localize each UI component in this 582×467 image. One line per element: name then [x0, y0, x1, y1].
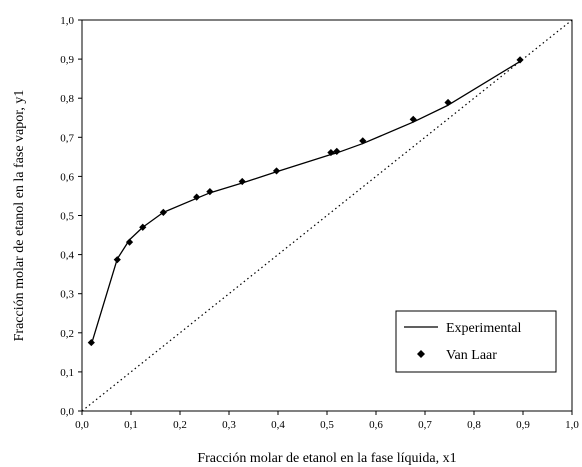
- y-tick-label: 0,2: [60, 328, 74, 340]
- van-laar-point: [206, 188, 214, 196]
- van-laar-point: [139, 223, 147, 231]
- x-tick-label: 0,7: [418, 419, 432, 431]
- y-axis-title: Fracción molar de etanol en la fase vapo…: [12, 90, 27, 342]
- x-tick-label: 0,4: [271, 419, 285, 431]
- y-tick-label: 1,0: [60, 15, 74, 27]
- van-laar-point: [327, 148, 335, 157]
- x-tick-label: 0,1: [124, 419, 138, 431]
- legend-vanlaar-label: Van Laar: [446, 348, 497, 363]
- x-tick-label: 0,3: [222, 419, 236, 431]
- van-laar-point: [193, 193, 201, 201]
- x-tick-label: 0,0: [75, 419, 89, 431]
- series-group: [81, 19, 573, 412]
- experimental-line: [90, 60, 521, 345]
- legend-experimental-label: Experimental: [446, 321, 522, 336]
- diagonal-reference-line: [81, 19, 573, 412]
- y-tick-label: 0,3: [60, 289, 74, 301]
- van-laar-point: [333, 147, 341, 155]
- legend-box: [395, 310, 557, 373]
- y-tick-label: 0,8: [60, 93, 74, 105]
- x-tick-label: 0,2: [173, 419, 187, 431]
- y-tick-label: 0,7: [60, 132, 74, 144]
- legend-vanlaar-marker: [417, 350, 425, 358]
- x-tick-label: 0,9: [516, 419, 530, 431]
- van-laar-point: [113, 256, 121, 264]
- van-laar-point: [159, 208, 167, 216]
- legend: Experimental Van Laar: [395, 310, 557, 373]
- van-laar-point: [444, 98, 452, 107]
- y-tick-label: 0,0: [60, 406, 74, 418]
- y-tick-label: 0,6: [60, 171, 74, 183]
- van-laar-point: [409, 115, 417, 123]
- x-tick-label: 0,5: [320, 419, 334, 431]
- x-tick-label: 0,8: [467, 419, 481, 431]
- y-tick-label: 0,1: [60, 367, 74, 379]
- van-laar-point: [359, 137, 367, 145]
- x-tick-label: 0,6: [369, 419, 383, 431]
- van-laar-point: [272, 167, 281, 175]
- van-laar-point: [238, 177, 246, 186]
- y-tick-label: 0,9: [60, 54, 74, 66]
- y-tick-label: 0,4: [60, 250, 74, 262]
- y-tick-label: 0,5: [60, 211, 74, 223]
- axis-ticks: 0,0 0,1 0,2 0,3 0,4 0,5 0,6 0,7 0,8 0,9 1,0 0,0 0,1 0…: [60, 15, 579, 431]
- x-tick-label: 1,0: [565, 419, 579, 431]
- van-laar-point: [516, 56, 524, 64]
- van-laar-point: [125, 238, 134, 246]
- x-axis-title: Fracción molar de etanol en la fase líqu…: [197, 451, 456, 466]
- van-laar-point: [87, 338, 95, 347]
